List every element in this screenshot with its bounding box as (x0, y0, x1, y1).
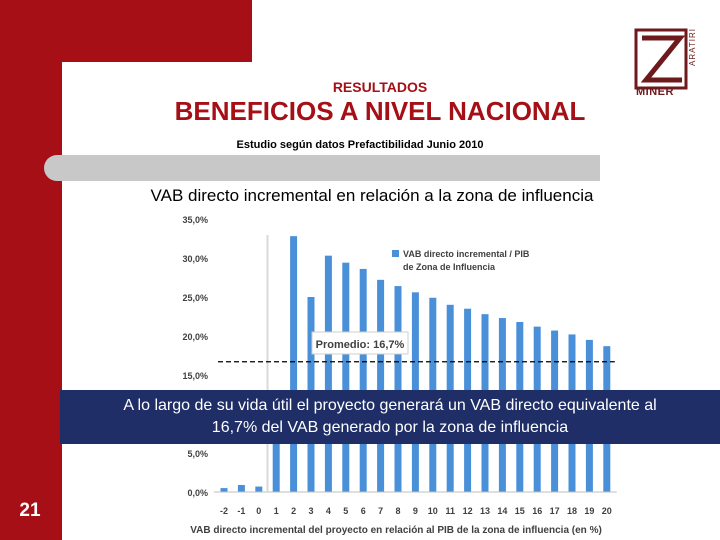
x-axis-label: VAB directo incremental del proyecto en … (190, 525, 602, 536)
left-brand-band (0, 0, 62, 540)
x-tick-label: 7 (378, 506, 383, 516)
bar (359, 268, 367, 492)
x-tick-label: 16 (532, 506, 542, 516)
x-tick-label: 18 (567, 506, 577, 516)
page-subtitle: Estudio según datos Prefactibilidad Juni… (236, 139, 484, 151)
page-number: 21 (19, 500, 41, 521)
x-tick-label: 3 (308, 506, 313, 516)
x-tick-label: -2 (220, 506, 228, 516)
key-message-banner: A lo largo de su vida útil el proyecto g… (60, 390, 720, 444)
x-tick-label: 12 (463, 506, 473, 516)
x-tick-label: 14 (497, 506, 507, 516)
bar (220, 488, 228, 492)
x-tick-label: 6 (361, 506, 366, 516)
y-tick-label: 5,0% (187, 449, 208, 459)
x-tick-label: 0 (256, 506, 261, 516)
legend-line-1: VAB directo incremental / PIB (403, 249, 530, 259)
x-tick-label: 4 (326, 506, 331, 516)
bar (255, 486, 263, 492)
chart-heading: VAB directo incremental en relación a la… (150, 186, 594, 205)
top-brand-band (0, 0, 252, 62)
minera-logo-icon (634, 28, 688, 90)
x-tick-label: 9 (413, 506, 418, 516)
x-tick-label: 17 (550, 506, 560, 516)
logo-main-text: MINER (636, 86, 674, 98)
x-tick-label: 10 (428, 506, 438, 516)
x-tick-label: 2 (291, 506, 296, 516)
section-label: RESULTADOS (332, 79, 428, 95)
x-tick-label: 13 (480, 506, 490, 516)
bar (324, 255, 332, 492)
average-annotation: Promedio: 16,7% (311, 331, 409, 355)
legend: VAB directo incremental / PIB de Zona de… (392, 249, 530, 272)
bar (377, 279, 385, 492)
legend-swatch (392, 250, 399, 257)
x-tick-label: -1 (237, 506, 245, 516)
x-tick-label: 15 (515, 506, 525, 516)
bar (290, 236, 298, 492)
x-tick-label: 1 (274, 506, 279, 516)
bar (237, 484, 245, 492)
bar (342, 262, 350, 492)
bar (272, 408, 280, 492)
content-card (62, 62, 720, 540)
legend-line-2: de Zona de Influencia (403, 262, 496, 272)
y-tick-label: 30,0% (182, 254, 208, 264)
y-tick-label: 20,0% (182, 332, 208, 342)
x-tick-label: 11 (445, 506, 455, 516)
x-tick-label: 20 (602, 506, 612, 516)
x-tick-label: 19 (584, 506, 594, 516)
subtitle-bar (44, 155, 600, 181)
average-label: Promedio: 16,7% (316, 339, 405, 351)
y-tick-label: 15,0% (182, 371, 208, 381)
y-tick-label: 25,0% (182, 293, 208, 303)
bar (394, 286, 402, 492)
y-tick-label: 35,0% (182, 215, 208, 225)
key-message-line-2: 16,7% del VAB generado por la zona de in… (211, 419, 569, 436)
x-tick-label: 8 (395, 506, 400, 516)
page-title: BENEFICIOS A NIVEL NACIONAL (174, 96, 586, 126)
x-tick-label: 5 (343, 506, 348, 516)
key-message-line-1: A lo largo de su vida útil el proyecto g… (123, 397, 657, 414)
y-tick-label: 0,0% (187, 488, 208, 498)
